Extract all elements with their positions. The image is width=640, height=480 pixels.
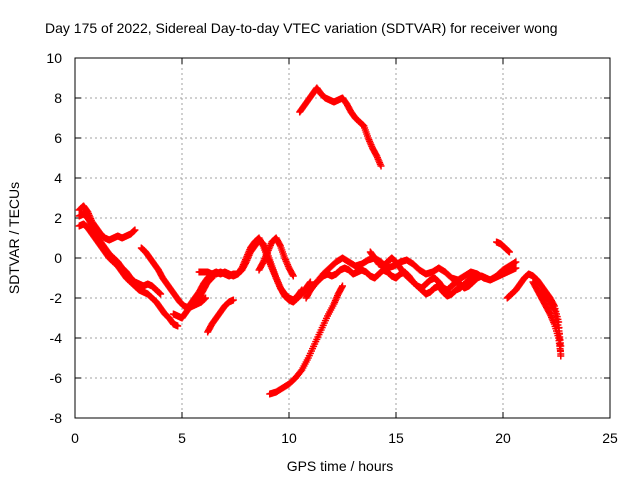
x-tick-label: 20 [495,430,511,446]
data-marks [75,84,565,398]
data-point [505,248,513,256]
tick-labels: 0 5 10 15 20 25 -8 -6 -4 -2 0 2 4 6 8 10 [46,50,618,446]
x-tick-label: 5 [178,430,186,446]
series-track-r [538,286,565,350]
y-tick-label: 8 [54,90,62,106]
data-point [229,296,237,304]
data-point [157,290,165,298]
series-track-k [296,84,385,170]
series-track-g [195,236,306,304]
y-tick-label: 6 [54,130,62,146]
series-track-d [137,244,210,312]
plot-frame [74,57,611,419]
grid-lines [75,58,610,418]
series-track-n [366,248,477,300]
data-point [512,258,520,266]
data-point [557,350,565,358]
x-tick-label: 10 [281,430,297,446]
series-track-i [255,234,297,280]
axis-ticks [74,57,611,419]
data-point [557,342,565,350]
data-point [298,286,306,294]
y-tick-label: -6 [50,370,63,386]
y-tick-label: 4 [54,170,62,186]
data-point [174,322,182,330]
x-tick-label: 0 [71,430,79,446]
x-axis-label: GPS time / hours [287,458,394,474]
data-point [131,226,139,234]
series-track-j [266,282,346,398]
series-track-c [75,210,165,298]
data-point [202,294,210,302]
data-point [469,272,477,280]
series-track-o [493,238,513,256]
y-tick-label: -4 [50,330,63,346]
series-track-h [204,296,237,336]
y-tick-label: -8 [50,410,63,426]
y-axis-label: SDTVAR / TECUs [6,182,22,294]
x-tick-label: 25 [602,430,618,446]
data-point [289,272,297,280]
y-tick-label: -2 [50,290,63,306]
chart-title: Day 175 of 2022, Sidereal Day-to-day VTE… [45,20,558,36]
y-tick-label: 0 [54,250,62,266]
data-point [512,264,520,272]
y-tick-label: 2 [54,210,62,226]
x-tick-label: 15 [388,430,404,446]
data-point [339,282,346,290]
data-point [377,162,385,170]
y-tick-label: 10 [46,50,62,66]
